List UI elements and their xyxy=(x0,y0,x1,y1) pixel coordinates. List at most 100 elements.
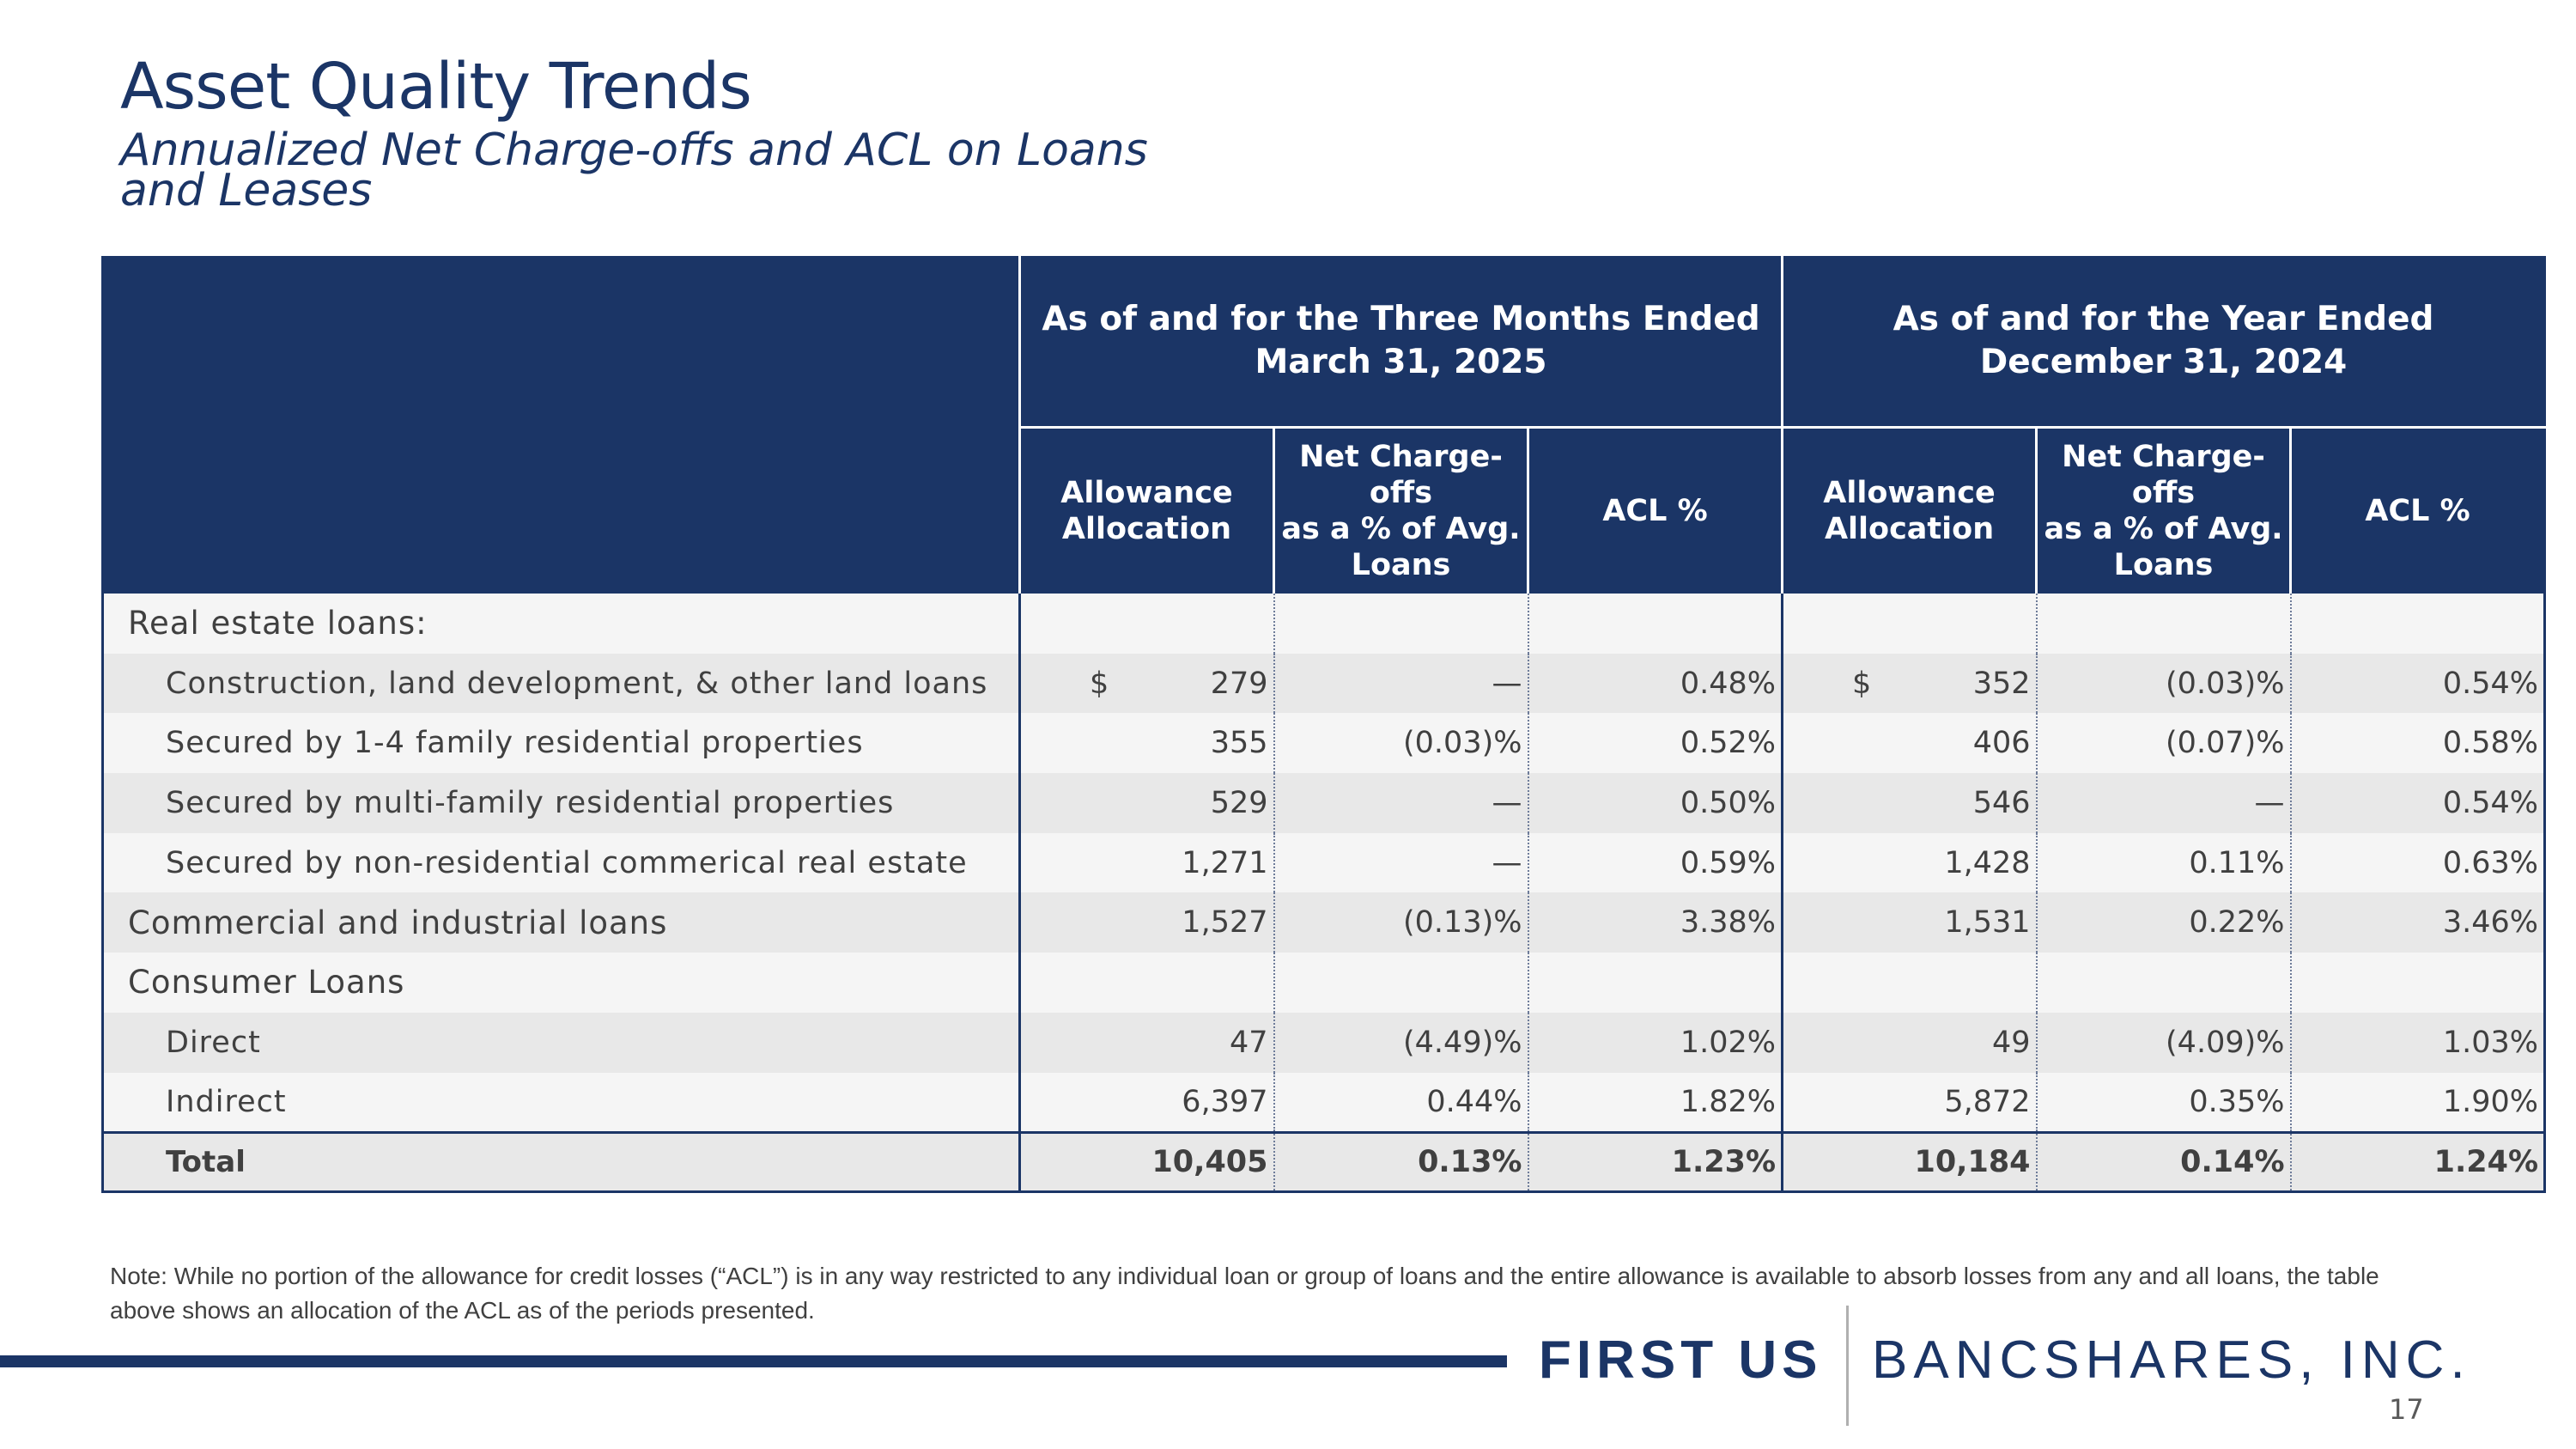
period-header-line: As of and for the Year Ended xyxy=(1893,300,2434,338)
row-label: Construction, land development, & other … xyxy=(102,653,1021,714)
row-label: Commercial and industrial loans xyxy=(102,892,1021,953)
cell-net-charge-offs: (0.07)% xyxy=(2035,713,2291,774)
cell-allowance: 529 xyxy=(1018,773,1274,833)
cell-acl: 3.38% xyxy=(1527,892,1783,953)
column-header-acl-percent: ACL % xyxy=(2289,426,2545,594)
logo-divider xyxy=(1846,1306,1849,1426)
cell-allowance: 47 xyxy=(1018,1012,1274,1073)
column-header-allowance-allocation: Allowance Allocation xyxy=(1781,426,2037,594)
cell-net-charge-offs: — xyxy=(1273,832,1528,893)
period-header-line: March 31, 2025 xyxy=(1255,343,1547,381)
column-header-allowance-allocation: Allowance Allocation xyxy=(1018,426,1274,594)
cell-allowance: 406 xyxy=(1781,713,2037,774)
column-header-line: as a % of Avg. xyxy=(1281,512,1521,546)
row-label: Secured by 1-4 family residential proper… xyxy=(102,713,1021,774)
cell-value: 352 xyxy=(1972,666,2031,701)
cell-acl: 0.48% xyxy=(1527,653,1783,714)
column-header-acl-percent: ACL % xyxy=(1526,426,1783,594)
cell-net-charge-offs: 0.22% xyxy=(2035,892,2291,953)
period-header-fy-2024: As of and for the Year Ended December 31… xyxy=(1781,256,2545,428)
table-row: Commercial and industrial loans 1,527 (0… xyxy=(102,892,2545,953)
column-header-line: Net Charge-offs xyxy=(2062,440,2265,510)
cell-acl: 1.24% xyxy=(2289,1130,2545,1192)
period-header-line: December 31, 2024 xyxy=(1979,343,2348,381)
cell-acl xyxy=(2289,953,2545,1013)
cell-acl xyxy=(1527,594,1783,654)
cell-net-charge-offs: — xyxy=(1273,773,1528,833)
cell-allowance xyxy=(1781,953,2037,1013)
cell-allowance xyxy=(1018,594,1274,654)
column-header-line: ACL % xyxy=(1602,494,1708,528)
footer-rule xyxy=(0,1355,1507,1367)
cell-allowance: $279 xyxy=(1018,653,1274,714)
cell-acl: 0.54% xyxy=(2289,773,2545,833)
page-title: Asset Quality Trends xyxy=(120,50,752,124)
cell-acl: 1.02% xyxy=(1527,1012,1783,1073)
cell-net-charge-offs xyxy=(2035,594,2291,654)
column-header-line: Allocation xyxy=(1824,512,1995,546)
cell-acl: 1.03% xyxy=(2289,1012,2545,1073)
cell-net-charge-offs: 0.44% xyxy=(1273,1072,1528,1133)
period-header-q1-2025: As of and for the Three Months Ended Mar… xyxy=(1018,256,1783,428)
cell-net-charge-offs: (4.49)% xyxy=(1273,1012,1528,1073)
cell-acl xyxy=(2289,594,2545,654)
cell-net-charge-offs xyxy=(1273,594,1528,654)
row-label: Real estate loans: xyxy=(102,594,1021,654)
column-header-net-charge-offs: Net Charge-offs as a % of Avg. Loans xyxy=(1273,426,1528,594)
cell-net-charge-offs: (0.03)% xyxy=(2035,653,2291,714)
cell-allowance: 10,405 xyxy=(1018,1130,1274,1192)
column-header-line: Loans xyxy=(2113,548,2214,582)
column-header-line: Allowance xyxy=(1823,476,1996,510)
cell-allowance: $352 xyxy=(1781,653,2037,714)
table-row-total: Total 10,405 0.13% 1.23% 10,184 0.14% 1.… xyxy=(102,1130,2545,1192)
page-subtitle: Annualized Net Charge-offs and ACL on Lo… xyxy=(120,125,1148,216)
cell-net-charge-offs: — xyxy=(2035,773,2291,833)
cell-acl: 0.59% xyxy=(1527,832,1783,893)
row-label: Total xyxy=(102,1130,1021,1192)
table-row: Indirect 6,397 0.44% 1.82% 5,872 0.35% 1… xyxy=(102,1072,2545,1133)
table-row: Consumer Loans xyxy=(102,953,2545,1013)
cell-allowance: 10,184 xyxy=(1781,1130,2037,1192)
cell-net-charge-offs: (0.13)% xyxy=(1273,892,1528,953)
row-label: Secured by multi-family residential prop… xyxy=(102,773,1021,833)
column-header-line: ACL % xyxy=(2365,494,2470,528)
company-logo-bancshares: BANCSHARES, INC. xyxy=(1872,1330,2471,1390)
cell-net-charge-offs: 0.35% xyxy=(2035,1072,2291,1133)
cell-acl: 1.90% xyxy=(2289,1072,2545,1133)
cell-net-charge-offs: 0.14% xyxy=(2035,1130,2291,1192)
cell-allowance: 1,271 xyxy=(1018,832,1274,893)
column-header-net-charge-offs: Net Charge-offs as a % of Avg. Loans xyxy=(2035,426,2291,594)
cell-net-charge-offs: (4.09)% xyxy=(2035,1012,2291,1073)
table-row: Construction, land development, & other … xyxy=(102,653,2545,714)
cell-acl: 0.58% xyxy=(2289,713,2545,774)
cell-allowance: 5,872 xyxy=(1781,1072,2037,1133)
cell-acl: 0.52% xyxy=(1527,713,1783,774)
page-number: 17 xyxy=(2389,1393,2424,1426)
currency-symbol: $ xyxy=(1852,666,1872,701)
row-label: Consumer Loans xyxy=(102,953,1021,1013)
cell-allowance xyxy=(1018,953,1274,1013)
table-row: Secured by 1-4 family residential proper… xyxy=(102,713,2545,774)
cell-value: 279 xyxy=(1210,666,1268,701)
cell-acl: 0.63% xyxy=(2289,832,2545,893)
cell-net-charge-offs xyxy=(2035,953,2291,1013)
cell-acl: 0.50% xyxy=(1527,773,1783,833)
column-header-line: as a % of Avg. xyxy=(2044,512,2283,546)
row-label: Secured by non-residential commerical re… xyxy=(102,832,1021,893)
cell-net-charge-offs: — xyxy=(1273,653,1528,714)
cell-net-charge-offs: (0.03)% xyxy=(1273,713,1528,774)
cell-allowance: 355 xyxy=(1018,713,1274,774)
cell-allowance: 49 xyxy=(1781,1012,2037,1073)
table-corner-header xyxy=(103,256,1020,594)
table-row: Secured by non-residential commerical re… xyxy=(102,832,2545,893)
cell-net-charge-offs xyxy=(1273,953,1528,1013)
row-label: Direct xyxy=(102,1012,1021,1073)
footnote: Note: While no portion of the allowance … xyxy=(110,1263,2379,1324)
table-row: Real estate loans: xyxy=(102,594,2545,654)
cell-allowance: 546 xyxy=(1781,773,2037,833)
cell-acl: 3.46% xyxy=(2289,892,2545,953)
column-header-line: Allocation xyxy=(1061,512,1232,546)
acl-table: As of and for the Three Months Ended Mar… xyxy=(101,256,2547,1194)
cell-allowance: 1,428 xyxy=(1781,832,2037,893)
column-header-line: Allowance xyxy=(1060,476,1233,510)
